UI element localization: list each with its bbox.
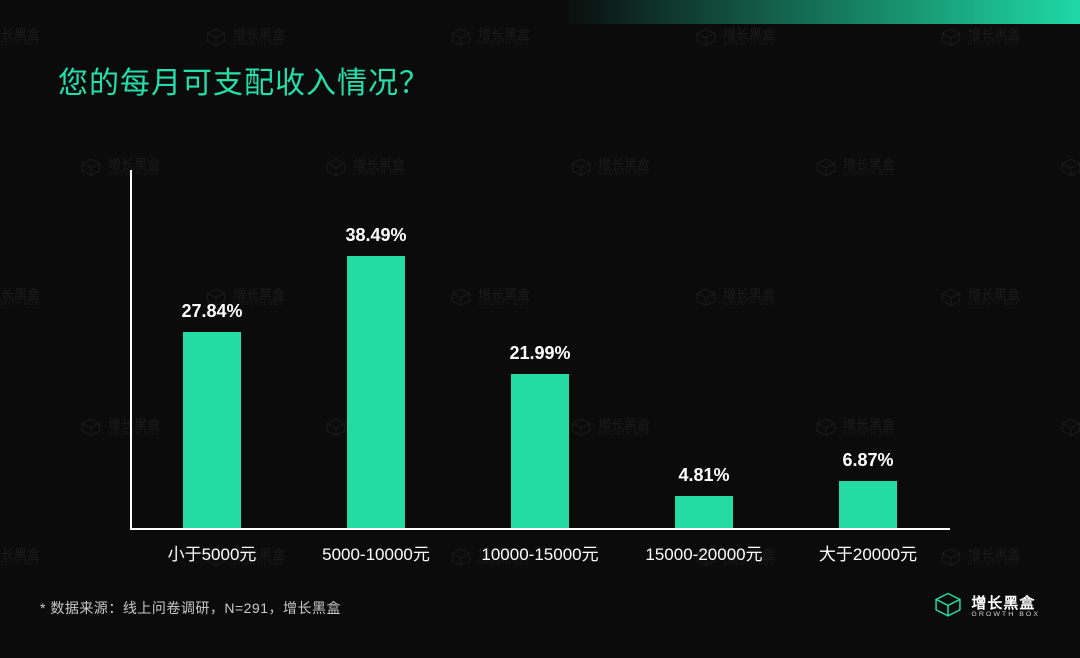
bar-chart: 27.84% 38.49% 21.99% 4.81% 6.87% [130, 170, 950, 530]
slide: 增长黑盒GROWTH BOX 增长黑盒GROWTH BOX 增长黑盒GROWTH… [0, 0, 1080, 658]
x-axis-label: 5000-10000元 [294, 540, 458, 565]
x-axis-labels: 小于5000元5000-10000元10000-15000元15000-2000… [130, 540, 950, 565]
x-axis-label: 15000-20000元 [622, 540, 786, 565]
watermark: 增长黑盒GROWTH BOX [205, 28, 285, 47]
watermark: 增长黑盒GROWTH BOX [450, 28, 530, 47]
bar-slot: 38.49% [294, 170, 458, 530]
brand-logo: 增长黑盒 GROWTH BOX [933, 592, 1040, 622]
bar-slot: 6.87% [786, 170, 950, 530]
x-axis [130, 528, 950, 530]
watermark: 增长黑盒GROWTH BOX [940, 548, 1020, 567]
bar-rect [675, 496, 733, 530]
bar-value-label: 4.81% [678, 465, 729, 486]
bar-value-label: 27.84% [181, 301, 242, 322]
brand-name-en: GROWTH BOX [971, 612, 1040, 619]
bar-value-label: 38.49% [345, 225, 406, 246]
bar-slot: 4.81% [622, 170, 786, 530]
bar-rect [839, 481, 897, 530]
watermark: 增长黑盒GROWTH BOX [0, 288, 40, 307]
watermark: 增长黑盒GROWTH BOX [695, 28, 775, 47]
watermark: 增长黑盒GROWTH BOX [0, 28, 40, 47]
bar-slot: 27.84% [130, 170, 294, 530]
watermark: 增长黑盒GROWTH BOX [940, 288, 1020, 307]
top-accent-bar [560, 0, 1080, 24]
slide-title: 您的每月可支配收入情况？ [58, 58, 430, 102]
bar-rect [347, 256, 405, 530]
watermark: 增长黑盒GROWTH BOX [1060, 418, 1080, 437]
cube-icon [933, 592, 963, 622]
bar-rect [511, 374, 569, 530]
bar-value-label: 6.87% [842, 450, 893, 471]
data-source-footnote: * 数据来源：线上问卷调研，N=291，增长黑盒 [40, 598, 341, 618]
bar-slot: 21.99% [458, 170, 622, 530]
watermark: 增长黑盒GROWTH BOX [940, 28, 1020, 47]
bar-rect [183, 332, 241, 530]
x-axis-label: 小于5000元 [130, 540, 294, 565]
brand-logo-text: 增长黑盒 GROWTH BOX [971, 596, 1040, 619]
x-axis-label: 10000-15000元 [458, 540, 622, 565]
brand-name-cn: 增长黑盒 [971, 596, 1040, 612]
bar-value-label: 21.99% [509, 343, 570, 364]
watermark: 增长黑盒GROWTH BOX [1060, 158, 1080, 177]
watermark: 增长黑盒GROWTH BOX [0, 548, 40, 567]
bars-container: 27.84% 38.49% 21.99% 4.81% 6.87% [130, 170, 950, 530]
x-axis-label: 大于20000元 [786, 540, 950, 565]
